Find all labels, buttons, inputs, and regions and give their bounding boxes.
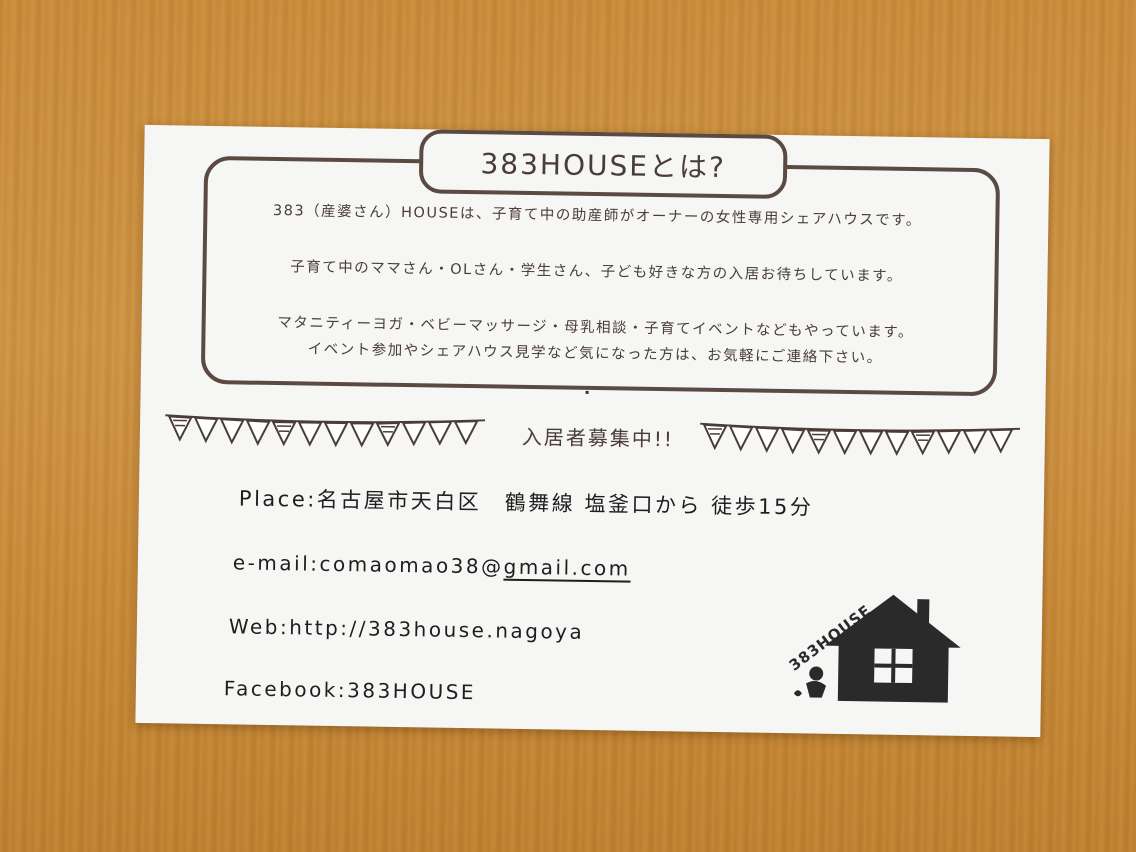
flyer-title: 383HOUSEとは? (480, 147, 727, 185)
facebook-text: Facebook:383HOUSE (223, 676, 477, 705)
divider-dot (585, 390, 589, 394)
email-link[interactable]: gmail.com (503, 554, 631, 581)
recruit-banner: 入居者募集中!! (521, 424, 675, 452)
bunting-right (700, 422, 1021, 457)
email-text: e-mail:comaomao38@gmail.com (233, 550, 631, 580)
house-logo-icon: 383HOUSE (786, 594, 961, 703)
title-pill: 383HOUSEとは? (418, 129, 788, 200)
flyer-card: 383HOUSEとは? 383（産婆さん）HOUSEは、子育て中の助産師がオーナ… (135, 124, 1050, 738)
place-text: Place:名古屋市天白区 鶴舞線 塩釜口から 徒歩15分 (238, 486, 814, 520)
web-text: Web:http://383house.nagoya (228, 614, 585, 644)
bunting-left (165, 414, 486, 448)
email-prefix: e-mail:comaomao38@ (232, 550, 504, 579)
